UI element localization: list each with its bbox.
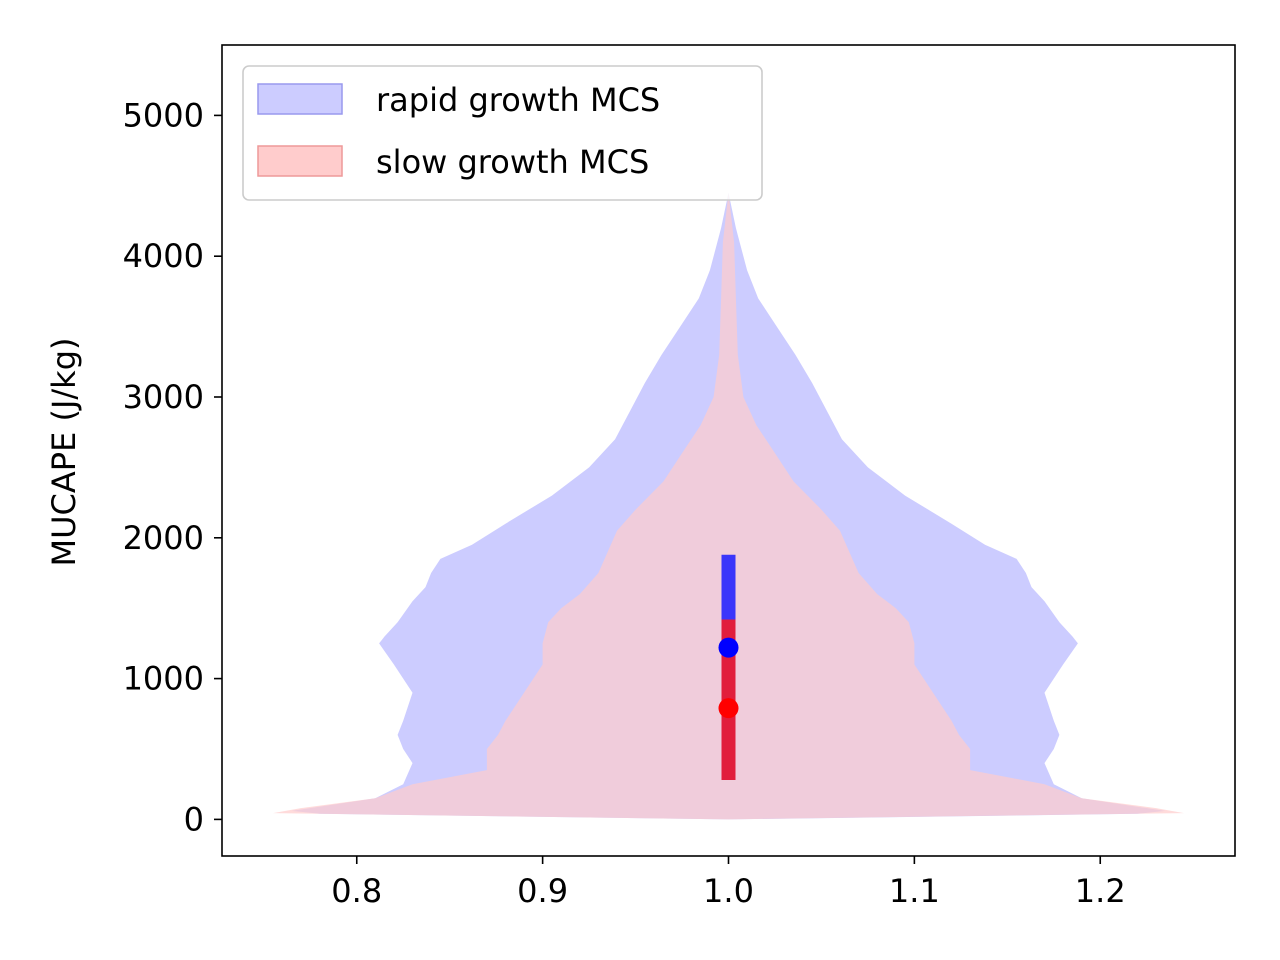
violin-layer — [273, 192, 1184, 820]
y-tick-label: 2000 — [123, 519, 204, 557]
legend-label-1: rapid growth MCS — [376, 81, 660, 119]
y-tick-label: 0 — [184, 800, 204, 838]
legend-swatch-1 — [257, 83, 343, 115]
y-axis-label: MUCAPE (J/kg) — [45, 338, 83, 567]
violin-body-2 — [273, 192, 1184, 820]
y-tick-label: 5000 — [123, 96, 204, 134]
y-tick-label: 3000 — [123, 378, 204, 416]
median-marker-2 — [718, 698, 739, 719]
x-axis: 0.8 0.9 1.0 1.1 1.2 — [331, 856, 1126, 910]
legend-swatch-2 — [257, 145, 343, 177]
y-tick-label: 4000 — [123, 237, 204, 275]
median-marker-1 — [718, 637, 739, 658]
x-tick-label: 0.9 — [517, 872, 568, 910]
x-tick-label: 0.8 — [331, 872, 382, 910]
x-tick-label: 1.0 — [703, 872, 754, 910]
x-tick-label: 1.1 — [889, 872, 940, 910]
iqr-layer — [718, 554, 739, 780]
x-tick-label: 1.2 — [1075, 872, 1126, 910]
y-tick-label: 1000 — [123, 660, 204, 698]
legend-box — [242, 65, 763, 201]
legend: rapid growth MCS slow growth MCS — [242, 65, 763, 201]
legend-label-2: slow growth MCS — [376, 143, 649, 181]
y-axis: 0 1000 2000 3000 4000 5000 — [123, 96, 222, 838]
